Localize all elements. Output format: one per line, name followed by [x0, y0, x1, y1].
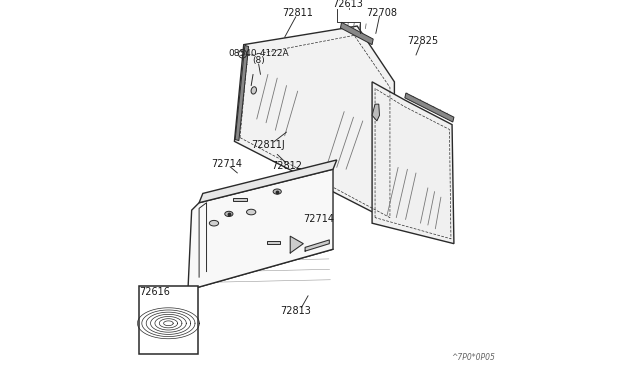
Text: 72825: 72825 — [407, 36, 438, 46]
Ellipse shape — [251, 87, 257, 94]
Text: 72714: 72714 — [211, 159, 242, 169]
Ellipse shape — [273, 189, 282, 194]
Text: 72812: 72812 — [271, 161, 302, 170]
Text: 72708: 72708 — [366, 8, 397, 18]
Text: 72616: 72616 — [139, 287, 170, 297]
FancyBboxPatch shape — [139, 286, 198, 354]
Ellipse shape — [209, 220, 219, 226]
Text: 72811: 72811 — [282, 8, 313, 18]
Polygon shape — [199, 160, 337, 203]
Text: 72613: 72613 — [332, 0, 364, 9]
Text: ^7P0*0P05: ^7P0*0P05 — [451, 353, 495, 362]
Polygon shape — [291, 236, 303, 253]
Polygon shape — [234, 198, 246, 201]
Polygon shape — [267, 241, 280, 244]
Polygon shape — [188, 169, 333, 290]
Polygon shape — [340, 22, 373, 45]
Ellipse shape — [225, 211, 233, 217]
Text: 08540-4122A: 08540-4122A — [228, 49, 289, 58]
Ellipse shape — [246, 209, 256, 215]
Text: 72811J: 72811J — [251, 140, 285, 150]
Polygon shape — [372, 104, 380, 121]
Polygon shape — [235, 45, 248, 141]
Text: 72714: 72714 — [303, 215, 334, 224]
Polygon shape — [405, 93, 454, 122]
Polygon shape — [305, 240, 330, 251]
Polygon shape — [372, 82, 454, 244]
Text: (8): (8) — [252, 56, 265, 65]
Polygon shape — [234, 26, 394, 223]
Text: S: S — [241, 51, 244, 57]
Text: 72813: 72813 — [280, 306, 311, 315]
